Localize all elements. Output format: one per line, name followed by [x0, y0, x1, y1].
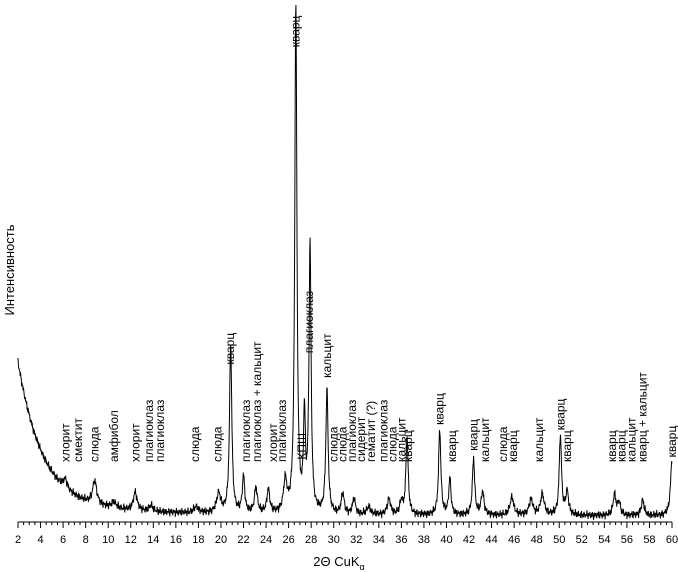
peak-annotation: плагиоклаз: [345, 399, 359, 462]
x-tick-label: 56: [621, 534, 633, 546]
x-tick-label: 38: [418, 534, 430, 546]
peak-annotation: кварц: [467, 419, 481, 451]
peak-annotation: сидерит: [354, 416, 368, 462]
peak-annotation: кварц: [433, 393, 447, 425]
x-tick-label: 28: [305, 534, 317, 546]
peak-annotation: слюда: [336, 426, 350, 462]
peak-annotation: смектит: [71, 417, 85, 462]
peak-annotation: кварц + кальцит: [636, 372, 650, 462]
peak-annotation: хлорит: [58, 423, 72, 462]
peak-annotation: кальцит: [394, 417, 408, 462]
peak-annotation: плагиоклаз: [239, 399, 253, 462]
peak-annotation: кварц: [223, 333, 237, 365]
x-tick-label: 46: [508, 534, 520, 546]
x-tick-label: 12: [125, 534, 137, 546]
peak-annotation: слюда: [385, 426, 399, 462]
x-tick-label: 22: [237, 534, 249, 546]
x-tick-label: 30: [328, 534, 340, 546]
x-axis-title: 2Θ CuKα: [313, 554, 364, 572]
x-tick-label: 32: [350, 534, 362, 546]
x-tick-label: 14: [147, 534, 159, 546]
y-axis-title: Интенсивность: [2, 224, 17, 315]
x-tick-label: 4: [37, 534, 43, 546]
x-tick-label: 34: [373, 534, 385, 546]
peak-annotation: кварц: [560, 430, 574, 462]
peak-annotation: плагиоклаз: [153, 399, 167, 462]
peak-annotation: кальцит: [532, 417, 546, 462]
x-tick-label: 54: [598, 534, 610, 546]
x-tick-label: 42: [463, 534, 475, 546]
peak-annotation: кварц: [614, 430, 628, 462]
x-tick-label: 6: [60, 534, 66, 546]
x-tick-label: 50: [553, 534, 565, 546]
x-tick-label: 36: [395, 534, 407, 546]
peak-annotation: КПШ: [295, 433, 309, 460]
peak-annotation: плагиоклаз: [302, 290, 316, 353]
peak-annotation: кварц: [445, 430, 459, 462]
peak-annotation: кварц: [553, 398, 567, 430]
x-tick-label: 18: [192, 534, 204, 546]
peak-annotation: слюда: [211, 426, 225, 462]
x-tick-label: 24: [260, 534, 272, 546]
peak-annotation: плагиоклаз: [376, 399, 390, 462]
peak-annotation: плагиоклаз: [142, 399, 156, 462]
peak-annotation: кальцит: [478, 417, 492, 462]
peak-annotation: кварц: [665, 426, 678, 458]
peak-annotation: слюда: [327, 426, 341, 462]
peak-annotation: плагиоклаз: [275, 399, 289, 462]
x-tick-label: 40: [440, 534, 452, 546]
peak-annotation: слюда: [188, 426, 202, 462]
peak-annotation: хлорит: [266, 423, 280, 462]
peak-annotation: кальцит: [624, 417, 638, 462]
peak-annotation: хлорит: [128, 423, 142, 462]
peak-annotation: кварц: [605, 430, 619, 462]
x-tick-label: 8: [83, 534, 89, 546]
peak-annotation: кварц: [288, 15, 302, 47]
x-tick-label: 58: [643, 534, 655, 546]
x-tick-label: 44: [485, 534, 497, 546]
peak-annotation: гематит (?): [364, 401, 378, 462]
x-tick-label: 48: [531, 534, 543, 546]
x-tick-label: 52: [576, 534, 588, 546]
peak-annotation: кальцит: [320, 333, 334, 378]
diffractogram-line: [17, 4, 673, 520]
x-tick-label: 16: [170, 534, 182, 546]
peak-annotation: слюда: [496, 426, 510, 462]
peak-annotation: кварц: [506, 430, 520, 462]
peak-annotation: слюда: [88, 426, 102, 462]
peak-annotation: плагиоклаз + кальцит: [250, 341, 264, 462]
x-tick-label: 2: [15, 534, 21, 546]
peak-annotation: амфибол: [107, 410, 121, 462]
x-tick-label: 26: [282, 534, 294, 546]
x-tick-label: 10: [102, 534, 114, 546]
x-tick-label: 20: [215, 534, 227, 546]
peak-annotation: кварц: [401, 430, 415, 462]
x-tick-label: 60: [666, 534, 678, 546]
